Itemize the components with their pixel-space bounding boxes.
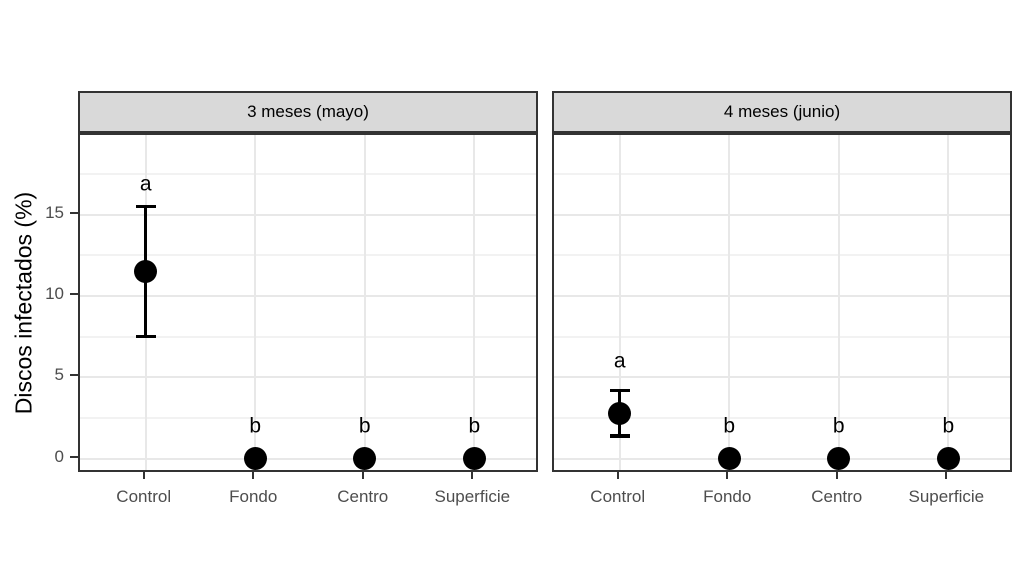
facet-strip: 3 meses (mayo): [78, 91, 538, 133]
significance-letter: a: [139, 172, 152, 196]
data-point: [936, 447, 960, 470]
gridline-vertical: [618, 135, 621, 470]
gridline-major: [80, 376, 536, 379]
gridline-minor: [554, 335, 1010, 338]
gridline-major: [554, 294, 1010, 297]
x-axis-tick: [471, 472, 474, 479]
x-axis-tick-label: Control: [116, 487, 172, 506]
significance-letter: b: [249, 414, 262, 438]
data-point: [608, 401, 632, 425]
gridline-minor: [80, 335, 536, 338]
data-point: [353, 447, 377, 470]
significance-letter: a: [613, 349, 626, 373]
x-axis-tick-label: Superficie: [908, 487, 985, 506]
gridline-vertical: [728, 135, 731, 470]
significance-letter: b: [832, 414, 845, 438]
data-point: [243, 447, 267, 470]
facet-strip-label: 3 meses (mayo): [247, 102, 369, 121]
significance-letter: b: [468, 414, 481, 438]
data-point: [462, 447, 486, 470]
y-axis-tick-label: 10: [45, 283, 64, 303]
x-axis-tick: [726, 472, 729, 479]
gridline-vertical: [947, 135, 950, 470]
error-bar-cap-bottom: [135, 334, 156, 339]
plot-panel: a b b b: [78, 133, 538, 472]
gridline-major: [554, 213, 1010, 216]
gridline-major: [80, 457, 536, 460]
y-axis-tick: [70, 211, 78, 214]
x-axis-tick: [252, 472, 255, 479]
gridline-vertical: [363, 135, 366, 470]
y-axis-tick: [70, 292, 78, 295]
x-axis-tick-label: Superficie: [434, 487, 511, 506]
x-axis-tick-label: Centro: [811, 487, 863, 506]
data-point: [717, 447, 741, 470]
gridline-minor: [554, 416, 1010, 419]
error-bar-cap-top: [609, 388, 630, 393]
gridline-minor: [554, 254, 1010, 257]
y-axis-tick: [70, 374, 78, 377]
x-axis-tick: [361, 472, 364, 479]
x-axis-tick-label: Centro: [337, 487, 389, 506]
x-axis-tick-label: Fondo: [703, 487, 752, 506]
x-axis-tick: [835, 472, 838, 479]
gridline-vertical: [837, 135, 840, 470]
gridline-major: [554, 457, 1010, 460]
x-axis-tick-label: Control: [590, 487, 646, 506]
significance-letter: b: [358, 414, 371, 438]
gridline-major: [554, 376, 1010, 379]
y-axis-tick-label: 0: [54, 446, 64, 466]
gridline-vertical: [254, 135, 257, 470]
data-point: [827, 447, 851, 470]
significance-letter: b: [723, 414, 736, 438]
error-bar-cap-bottom: [609, 434, 630, 438]
gridline-minor: [80, 416, 536, 419]
x-axis-tick: [142, 472, 145, 479]
error-bar-cap-top: [135, 204, 156, 209]
facet-strip-label: 4 meses (junio): [723, 102, 841, 121]
gridline-major: [80, 213, 536, 216]
x-axis-tick-label: Fondo: [229, 487, 278, 506]
y-axis-tick-label: 15: [45, 202, 64, 222]
gridline-minor: [80, 254, 536, 257]
significance-letter: b: [942, 414, 955, 438]
x-axis-tick: [616, 472, 619, 479]
gridline-major: [80, 294, 536, 297]
gridline-minor: [80, 173, 536, 176]
y-axis-tick-label: 5: [54, 365, 64, 385]
gridline-minor: [554, 173, 1010, 176]
plot-panel: a b b b: [552, 133, 1012, 472]
data-point: [134, 260, 158, 284]
x-axis-tick: [945, 472, 948, 479]
y-axis-tick: [70, 455, 78, 458]
facet-strip: 4 meses (junio): [552, 91, 1012, 133]
gridline-vertical: [473, 135, 476, 470]
